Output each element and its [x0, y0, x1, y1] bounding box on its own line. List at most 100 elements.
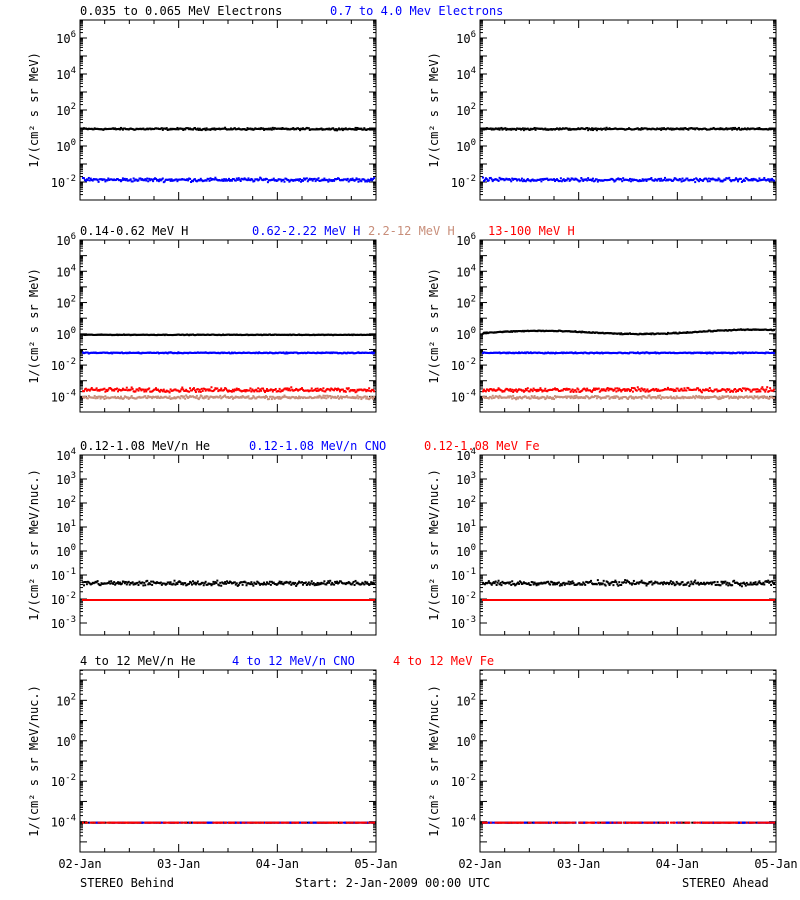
data-point — [181, 395, 184, 398]
data-point — [691, 396, 694, 399]
data-point — [718, 128, 721, 131]
data-point — [569, 178, 572, 181]
data-point — [156, 395, 159, 398]
data-point — [114, 583, 117, 586]
data-point — [186, 178, 189, 181]
data-point — [148, 387, 151, 390]
data-point — [590, 128, 593, 131]
data-point — [655, 387, 658, 390]
series-0-62-2-22-mev-h — [82, 351, 376, 355]
data-point — [754, 388, 757, 391]
data-point — [373, 390, 376, 393]
data-point — [121, 177, 124, 180]
data-point — [669, 395, 672, 398]
data-point — [184, 582, 187, 585]
data-point — [118, 582, 121, 585]
data-point — [148, 177, 151, 180]
data-point — [131, 180, 134, 183]
data-point — [311, 583, 314, 586]
data-point — [368, 398, 371, 401]
data-point — [585, 389, 588, 392]
data-point — [333, 583, 336, 586]
data-point — [629, 180, 632, 183]
data-point — [279, 390, 282, 393]
data-point — [591, 390, 594, 393]
data-point — [648, 394, 651, 397]
data-point — [337, 581, 340, 584]
data-point — [681, 395, 684, 398]
data-point — [192, 387, 195, 390]
data-point — [742, 178, 745, 181]
data-point — [764, 390, 767, 393]
data-point — [179, 397, 182, 400]
data-point — [246, 396, 249, 399]
data-point — [203, 387, 206, 390]
data-point — [353, 128, 356, 131]
data-point — [191, 180, 194, 183]
data-point — [207, 389, 210, 392]
data-point — [139, 177, 142, 180]
data-point — [369, 583, 372, 586]
data-point — [150, 580, 153, 583]
data-point — [92, 396, 95, 399]
data-point — [120, 179, 123, 182]
data-point — [499, 395, 502, 398]
data-point — [219, 394, 222, 397]
data-point — [208, 396, 211, 399]
data-point — [160, 127, 163, 130]
data-point — [250, 581, 253, 584]
data-point — [191, 389, 194, 392]
data-point — [314, 387, 317, 390]
data-point — [560, 180, 563, 183]
y-axis-label: 1/(cm² s sr MeV) — [427, 268, 441, 384]
data-point — [269, 583, 272, 586]
data-point — [677, 179, 680, 182]
data-point — [716, 179, 719, 182]
data-point — [482, 179, 485, 182]
data-point — [291, 388, 294, 391]
data-point — [611, 388, 614, 391]
data-point — [82, 584, 85, 587]
data-point — [598, 396, 601, 399]
data-point — [618, 387, 621, 390]
data-point — [324, 394, 327, 397]
data-point — [265, 581, 268, 584]
data-point — [191, 580, 194, 583]
data-point — [129, 396, 132, 399]
data-point — [524, 180, 527, 183]
data-point — [155, 396, 158, 399]
data-point — [335, 128, 338, 131]
data-point — [317, 177, 320, 180]
data-point — [654, 395, 657, 398]
data-point — [521, 389, 524, 392]
data-point — [175, 178, 178, 181]
data-point — [88, 389, 91, 392]
data-point — [698, 395, 701, 398]
data-point — [611, 396, 614, 399]
y-tick-label: 104 — [56, 66, 76, 82]
data-point — [297, 397, 300, 400]
data-point — [292, 127, 295, 130]
data-point — [207, 397, 210, 400]
data-point — [227, 390, 230, 393]
data-point — [301, 581, 303, 584]
data-point — [587, 177, 590, 180]
y-tick-label: 10-2 — [451, 357, 476, 373]
data-point — [363, 178, 366, 181]
data-point — [568, 395, 571, 398]
data-point — [246, 127, 249, 130]
data-point — [245, 128, 248, 131]
data-point — [761, 395, 764, 398]
data-point — [605, 126, 608, 129]
data-point — [373, 177, 376, 180]
data-point — [176, 180, 179, 183]
data-point — [594, 127, 597, 130]
data-point — [137, 584, 140, 587]
data-point — [308, 583, 311, 586]
data-point — [543, 396, 546, 399]
data-point — [311, 179, 314, 182]
data-point — [84, 580, 87, 583]
data-point — [750, 395, 753, 398]
data-point — [572, 397, 575, 400]
data-point — [640, 179, 643, 182]
